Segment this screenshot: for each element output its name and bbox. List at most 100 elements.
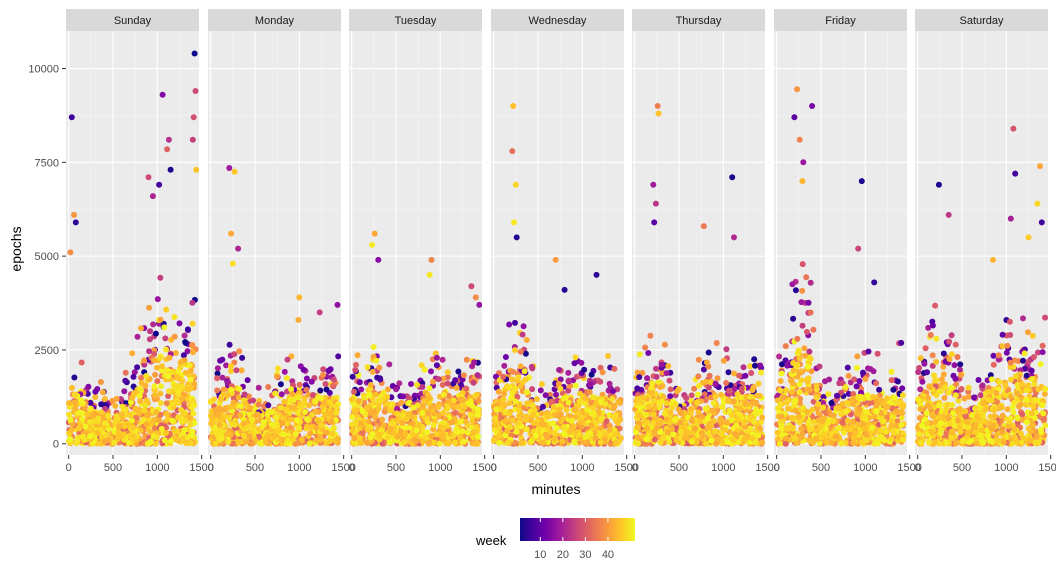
data-point xyxy=(134,333,141,340)
data-point xyxy=(231,168,238,175)
data-point xyxy=(180,411,187,418)
data-point xyxy=(792,434,799,441)
data-point xyxy=(370,344,377,350)
data-point xyxy=(670,431,677,438)
data-point xyxy=(529,386,536,393)
data-point xyxy=(189,136,196,143)
data-point xyxy=(606,422,613,429)
data-point xyxy=(567,383,574,389)
data-point xyxy=(175,414,182,421)
data-point xyxy=(894,418,901,425)
data-point xyxy=(591,429,598,436)
data-point xyxy=(228,230,235,237)
data-point xyxy=(692,425,699,432)
data-point xyxy=(396,380,403,387)
data-point xyxy=(101,395,108,402)
data-point xyxy=(833,433,840,440)
data-point xyxy=(171,333,178,340)
data-point xyxy=(454,403,461,410)
data-point xyxy=(356,435,363,442)
data-point xyxy=(667,419,674,426)
data-point xyxy=(474,372,481,379)
data-point xyxy=(565,399,572,406)
data-point xyxy=(731,385,738,392)
data-point xyxy=(97,426,104,433)
data-point xyxy=(809,103,816,109)
data-point xyxy=(1025,329,1031,336)
data-point xyxy=(224,431,231,438)
data-point xyxy=(278,436,285,443)
data-point xyxy=(237,403,244,410)
data-point xyxy=(492,415,499,422)
data-point xyxy=(691,385,698,392)
x-tick-label: 1000 xyxy=(145,462,169,474)
data-point xyxy=(726,387,732,394)
x-tick-label: 0 xyxy=(632,462,638,474)
data-point xyxy=(384,435,391,441)
data-point xyxy=(605,353,611,359)
data-point xyxy=(778,422,785,429)
data-point xyxy=(240,420,247,427)
data-point xyxy=(220,391,227,398)
data-point xyxy=(735,439,742,446)
data-point xyxy=(330,383,336,389)
data-point xyxy=(71,374,78,381)
data-point xyxy=(193,166,199,173)
data-point xyxy=(850,395,856,402)
data-point xyxy=(805,421,812,428)
data-point xyxy=(518,440,525,447)
data-point xyxy=(274,373,280,380)
data-point xyxy=(899,430,906,437)
data-point xyxy=(66,411,73,418)
data-point xyxy=(592,435,599,442)
data-point xyxy=(371,230,378,237)
data-point xyxy=(699,432,706,439)
data-point xyxy=(888,436,895,443)
data-point xyxy=(1034,200,1041,207)
data-point xyxy=(134,364,141,371)
data-point xyxy=(384,400,391,407)
data-point xyxy=(637,405,644,412)
data-point xyxy=(146,304,153,311)
data-point xyxy=(164,146,171,153)
data-point xyxy=(794,361,801,368)
data-point xyxy=(328,418,335,425)
facet-strip-label: Friday xyxy=(825,15,856,27)
data-point xyxy=(635,435,642,441)
data-point xyxy=(79,400,86,407)
data-point xyxy=(119,411,126,418)
data-point xyxy=(277,381,284,388)
data-point xyxy=(613,431,620,438)
data-point xyxy=(166,354,173,361)
data-point xyxy=(159,91,166,98)
data-point xyxy=(352,367,359,373)
data-point xyxy=(246,423,253,430)
data-point xyxy=(617,435,624,442)
data-point xyxy=(436,440,443,447)
data-point xyxy=(226,165,233,171)
data-point xyxy=(590,409,597,416)
data-point xyxy=(190,114,197,121)
data-point xyxy=(898,414,905,421)
data-point xyxy=(380,422,387,429)
facet-strip-label: Saturday xyxy=(959,15,1004,27)
data-point xyxy=(452,377,459,384)
data-point xyxy=(714,375,721,382)
data-point xyxy=(444,380,451,387)
data-point xyxy=(152,392,159,399)
data-point xyxy=(577,390,583,397)
data-point xyxy=(584,406,591,413)
data-point xyxy=(183,440,190,447)
data-point xyxy=(101,438,108,445)
data-point xyxy=(723,346,730,353)
data-point xyxy=(219,374,226,381)
data-point xyxy=(102,405,109,412)
data-point xyxy=(283,407,290,414)
data-point xyxy=(307,430,314,437)
data-point xyxy=(712,428,719,435)
data-point xyxy=(76,425,83,432)
data-point xyxy=(327,438,333,444)
data-point xyxy=(231,351,238,358)
data-point xyxy=(636,351,643,358)
data-point xyxy=(828,412,835,419)
